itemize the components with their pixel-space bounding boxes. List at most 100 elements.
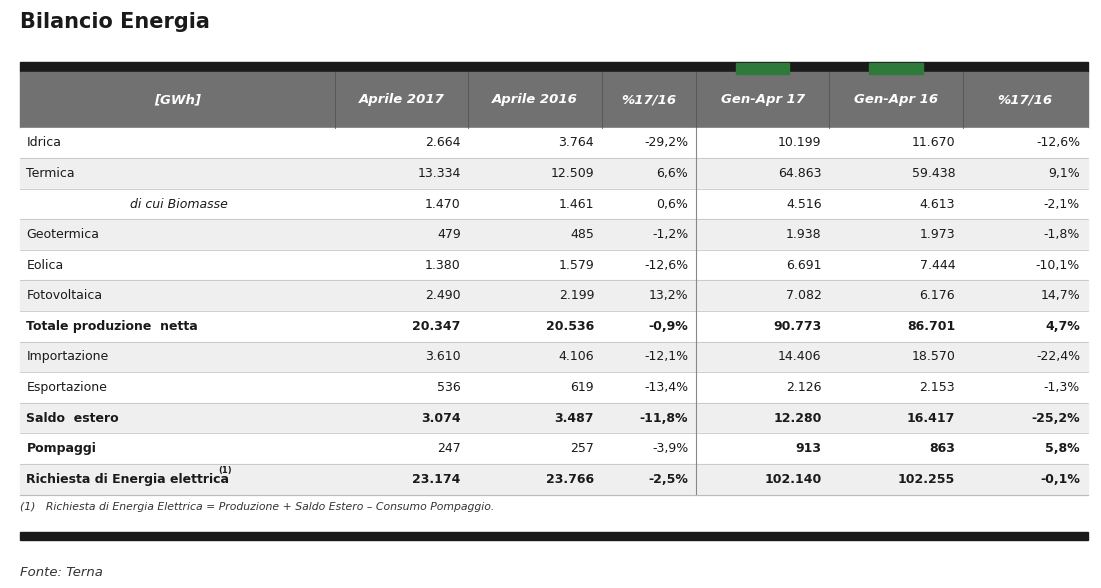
Text: 6,6%: 6,6% xyxy=(656,167,688,180)
Text: -12,1%: -12,1% xyxy=(644,350,688,363)
Text: Fonte: Terna: Fonte: Terna xyxy=(20,566,102,579)
Text: Aprile 2016: Aprile 2016 xyxy=(492,93,578,106)
Text: -11,8%: -11,8% xyxy=(640,412,688,425)
Text: 102.140: 102.140 xyxy=(764,473,821,486)
Text: 1.470: 1.470 xyxy=(425,198,460,211)
Text: 64.863: 64.863 xyxy=(778,167,821,180)
Text: (1)   Richiesta di Energia Elettrica = Produzione + Saldo Estero – Consumo Pompa: (1) Richiesta di Energia Elettrica = Pro… xyxy=(20,502,494,512)
Text: -3,9%: -3,9% xyxy=(652,442,688,455)
Text: -1,2%: -1,2% xyxy=(652,228,688,241)
Text: %17/16: %17/16 xyxy=(998,93,1053,106)
Text: 14,7%: 14,7% xyxy=(1040,289,1080,302)
Text: 16.417: 16.417 xyxy=(907,412,956,425)
Text: -1,8%: -1,8% xyxy=(1044,228,1080,241)
Text: 1.973: 1.973 xyxy=(919,228,956,241)
Text: -13,4%: -13,4% xyxy=(644,381,688,394)
Text: 10.199: 10.199 xyxy=(778,136,821,149)
Text: 3.074: 3.074 xyxy=(421,412,460,425)
Text: 2.199: 2.199 xyxy=(558,289,595,302)
Text: -0,9%: -0,9% xyxy=(648,320,688,333)
Bar xyxy=(870,63,923,74)
Text: Esportazione: Esportazione xyxy=(26,381,107,394)
Text: -0,1%: -0,1% xyxy=(1040,473,1080,486)
Text: Saldo  estero: Saldo estero xyxy=(26,412,119,425)
Text: 1.579: 1.579 xyxy=(558,259,595,272)
Bar xyxy=(20,189,1088,219)
Text: Pompaggi: Pompaggi xyxy=(26,442,96,455)
Bar xyxy=(20,250,1088,280)
Bar xyxy=(20,62,1088,72)
Text: 3.764: 3.764 xyxy=(558,136,595,149)
Text: Gen-Apr 16: Gen-Apr 16 xyxy=(854,93,938,106)
Text: 12.509: 12.509 xyxy=(550,167,595,180)
Text: 257: 257 xyxy=(570,442,595,455)
Bar xyxy=(735,63,789,74)
Text: 619: 619 xyxy=(570,381,595,394)
Text: 6.691: 6.691 xyxy=(786,259,821,272)
Text: 9,1%: 9,1% xyxy=(1048,167,1080,180)
Text: -2,5%: -2,5% xyxy=(648,473,688,486)
Text: 59.438: 59.438 xyxy=(912,167,956,180)
Text: Fotovoltaica: Fotovoltaica xyxy=(26,289,102,302)
Text: -10,1%: -10,1% xyxy=(1036,259,1080,272)
Bar xyxy=(20,342,1088,372)
Text: -12,6%: -12,6% xyxy=(1036,136,1080,149)
Text: 485: 485 xyxy=(570,228,595,241)
Text: 20.347: 20.347 xyxy=(412,320,460,333)
Text: 20.536: 20.536 xyxy=(546,320,595,333)
Text: 913: 913 xyxy=(796,442,821,455)
Text: -1,3%: -1,3% xyxy=(1044,381,1080,394)
Text: 7.082: 7.082 xyxy=(786,289,821,302)
Text: 1.938: 1.938 xyxy=(786,228,821,241)
Text: 4.106: 4.106 xyxy=(558,350,595,363)
Text: 7.444: 7.444 xyxy=(919,259,956,272)
Text: 247: 247 xyxy=(437,442,460,455)
Text: 1.461: 1.461 xyxy=(558,198,595,211)
Text: Termica: Termica xyxy=(26,167,75,180)
Text: 18.570: 18.570 xyxy=(912,350,956,363)
Bar xyxy=(20,158,1088,189)
Bar xyxy=(20,433,1088,464)
Text: [GWh]: [GWh] xyxy=(154,93,200,106)
Text: 3.487: 3.487 xyxy=(555,412,595,425)
Text: 2.153: 2.153 xyxy=(919,381,956,394)
Text: 536: 536 xyxy=(437,381,460,394)
Text: -2,1%: -2,1% xyxy=(1044,198,1080,211)
Text: Idrica: Idrica xyxy=(26,136,62,149)
Text: 479: 479 xyxy=(437,228,460,241)
Text: Eolica: Eolica xyxy=(26,259,64,272)
Text: -25,2%: -25,2% xyxy=(1032,412,1080,425)
Text: 4.516: 4.516 xyxy=(786,198,821,211)
Text: di cui Biomasse: di cui Biomasse xyxy=(130,198,228,211)
Text: 0,6%: 0,6% xyxy=(656,198,688,211)
Text: 23.766: 23.766 xyxy=(546,473,595,486)
Text: Importazione: Importazione xyxy=(26,350,109,363)
Text: 11.670: 11.670 xyxy=(912,136,956,149)
Text: %17/16: %17/16 xyxy=(621,93,676,106)
Text: 86.701: 86.701 xyxy=(907,320,956,333)
Text: 3.610: 3.610 xyxy=(425,350,460,363)
Text: (1): (1) xyxy=(218,466,231,476)
Bar xyxy=(20,464,1088,495)
Text: 2.664: 2.664 xyxy=(425,136,460,149)
Text: Richiesta di Energia elettrica: Richiesta di Energia elettrica xyxy=(26,473,229,486)
Text: -29,2%: -29,2% xyxy=(644,136,688,149)
Text: 2.490: 2.490 xyxy=(425,289,460,302)
Text: 14.406: 14.406 xyxy=(778,350,821,363)
Bar xyxy=(20,532,1088,540)
Text: 102.255: 102.255 xyxy=(898,473,956,486)
Bar xyxy=(20,72,1088,128)
Bar xyxy=(20,403,1088,433)
Text: 5,8%: 5,8% xyxy=(1046,442,1080,455)
Text: Aprile 2017: Aprile 2017 xyxy=(359,93,445,106)
Text: 863: 863 xyxy=(929,442,956,455)
Text: 1.380: 1.380 xyxy=(425,259,460,272)
Text: 13.334: 13.334 xyxy=(417,167,460,180)
Text: Gen-Apr 17: Gen-Apr 17 xyxy=(720,93,805,106)
Text: 12.280: 12.280 xyxy=(773,412,821,425)
Bar xyxy=(20,219,1088,250)
Text: -22,4%: -22,4% xyxy=(1036,350,1080,363)
Text: 4.613: 4.613 xyxy=(919,198,956,211)
Text: Totale produzione  netta: Totale produzione netta xyxy=(26,320,198,333)
Text: Bilancio Energia: Bilancio Energia xyxy=(20,12,209,32)
